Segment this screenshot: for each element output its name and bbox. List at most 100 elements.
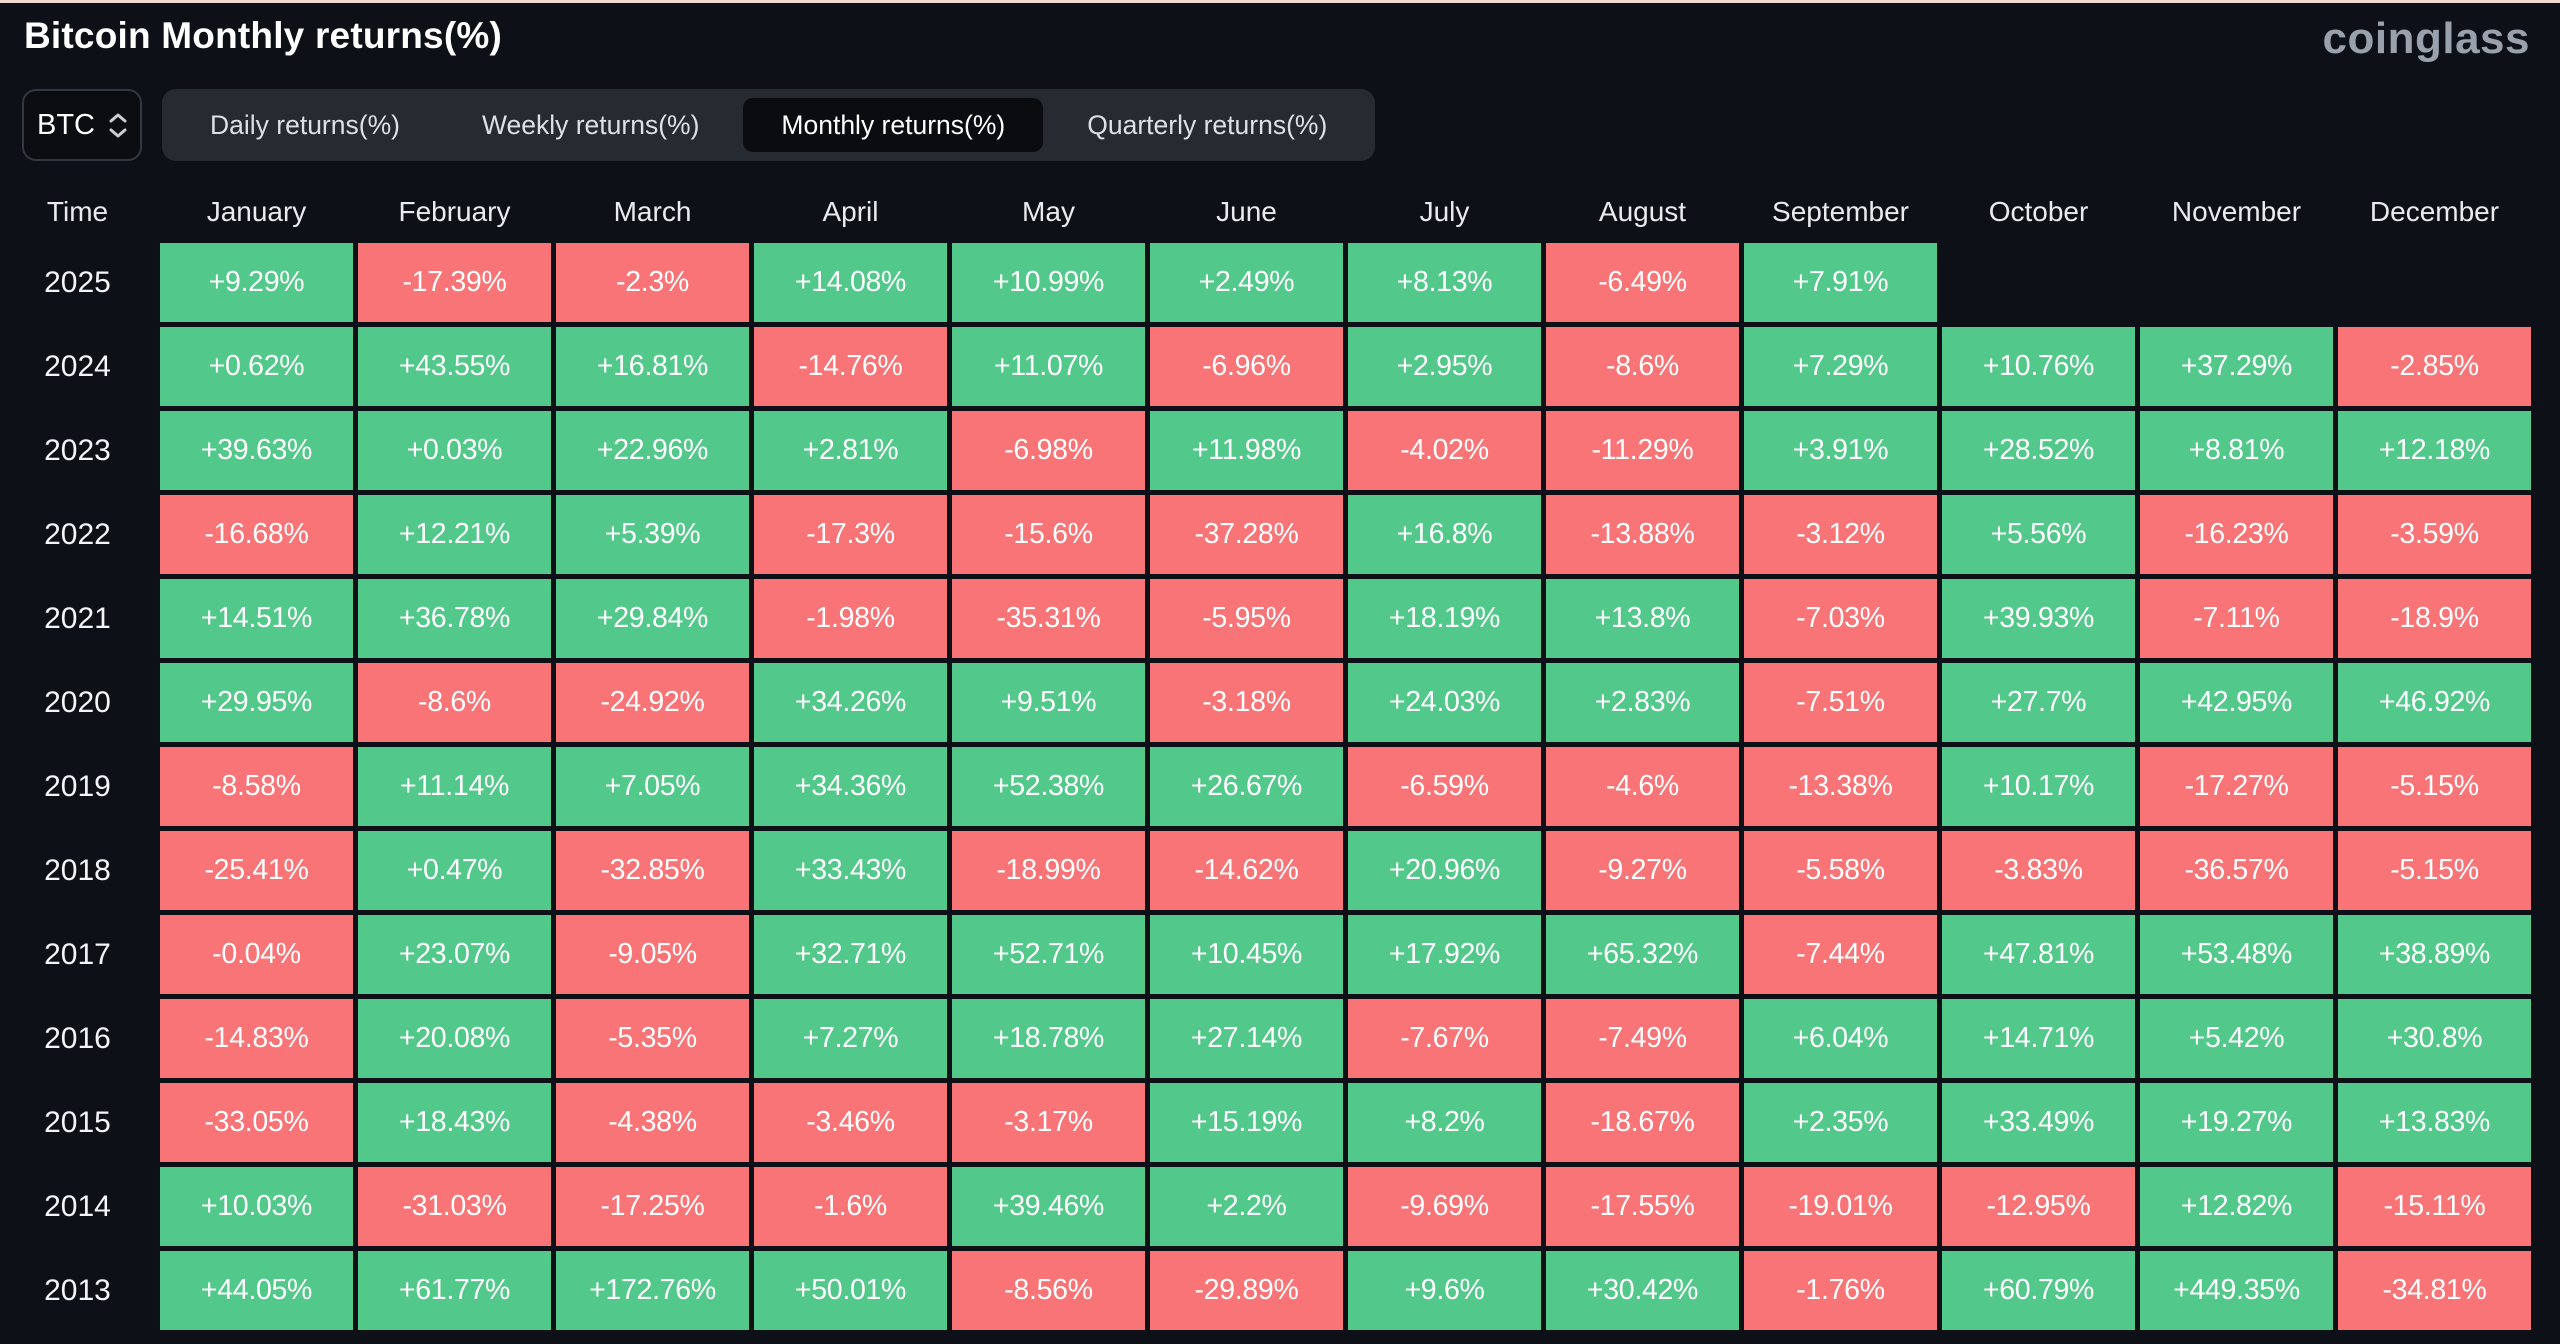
return-cell-2014-april: -1.6% (754, 1167, 947, 1246)
return-cell-2016-april: +7.27% (754, 999, 947, 1078)
column-header-march: March (613, 196, 692, 227)
return-cell-2024-november: +37.29% (2140, 327, 2333, 406)
return-cell-2020-june: -3.18% (1150, 663, 1343, 742)
return-cell-2022-august: -13.88% (1546, 495, 1739, 574)
return-cell-2016-january: -14.83% (160, 999, 353, 1078)
return-cell-2013-february: +61.77% (358, 1251, 551, 1330)
return-cell-2016-november: +5.42% (2140, 999, 2333, 1078)
return-cell-2014-august: -17.55% (1546, 1167, 1739, 1246)
return-cell-2016-june: +27.14% (1150, 999, 1343, 1078)
return-cell-2019-january: -8.58% (160, 747, 353, 826)
return-cell-2015-december: +13.83% (2338, 1083, 2531, 1162)
return-cell-2022-april: -17.3% (754, 495, 947, 574)
year-label-2020: 2020 (44, 685, 111, 719)
column-header-november: November (2171, 196, 2302, 227)
return-cell-2021-january: +14.51% (160, 579, 353, 658)
return-cell-2015-october: +33.49% (1942, 1083, 2135, 1162)
return-cell-2025-april: +14.08% (754, 243, 947, 322)
return-cell-2013-october: +60.79% (1942, 1251, 2135, 1330)
tab-daily-returns[interactable]: Daily returns(%) (210, 109, 400, 140)
return-cell-2013-march: +172.76% (556, 1251, 749, 1330)
return-cell-2013-november: +449.35% (2140, 1251, 2333, 1330)
coinglass-logo: coinglass (2322, 14, 2530, 63)
return-cell-2021-february: +36.78% (358, 579, 551, 658)
return-cell-2023-march: +22.96% (556, 411, 749, 490)
return-cell-2018-october: -3.83% (1942, 831, 2135, 910)
return-cell-2017-october: +47.81% (1942, 915, 2135, 994)
return-cell-2024-july: +2.95% (1348, 327, 1541, 406)
return-cell-2015-march: -4.38% (556, 1083, 749, 1162)
return-cell-2025-october (1942, 243, 2135, 322)
page-header: Bitcoin Monthly returns(%) coinglass (0, 3, 2560, 61)
column-header-time: Time (46, 196, 109, 227)
return-cell-2021-september: -7.03% (1744, 579, 1937, 658)
year-label-2024: 2024 (44, 349, 111, 383)
return-cell-2021-november: -7.11% (2140, 579, 2333, 658)
return-cell-2018-april: +33.43% (754, 831, 947, 910)
return-cell-2025-november (2140, 243, 2333, 322)
return-cell-2023-may: -6.98% (952, 411, 1145, 490)
return-cell-2019-november: -17.27% (2140, 747, 2333, 826)
return-cell-2020-may: +9.51% (952, 663, 1145, 742)
return-cell-2016-october: +14.71% (1942, 999, 2135, 1078)
tab-bar: Daily returns(%) Weekly returns(%) Monthly… (162, 89, 1376, 161)
year-label-2017: 2017 (44, 937, 111, 971)
return-cell-2019-december: -5.15% (2338, 747, 2531, 826)
return-cell-2015-september: +2.35% (1744, 1083, 1937, 1162)
return-cell-2014-january: +10.03% (160, 1167, 353, 1246)
return-cell-2018-august: -9.27% (1546, 831, 1739, 910)
column-header-july: July (1419, 196, 1470, 227)
return-cell-2018-march: -32.85% (556, 831, 749, 910)
return-cell-2021-july: +18.19% (1348, 579, 1541, 658)
year-label-2014: 2014 (44, 1189, 111, 1223)
return-cell-2015-april: -3.46% (754, 1083, 947, 1162)
symbol-select-button[interactable]: BTC (22, 89, 142, 161)
column-header-may: May (1022, 196, 1075, 227)
return-cell-2024-february: +43.55% (358, 327, 551, 406)
return-cell-2014-december: -15.11% (2338, 1167, 2531, 1246)
return-cell-2021-december: -18.9% (2338, 579, 2531, 658)
return-cell-2021-may: -35.31% (952, 579, 1145, 658)
column-header-february: February (398, 196, 511, 227)
return-cell-2020-april: +34.26% (754, 663, 947, 742)
return-cell-2025-december (2338, 243, 2531, 322)
return-cell-2013-april: +50.01% (754, 1251, 947, 1330)
return-cell-2021-march: +29.84% (556, 579, 749, 658)
return-cell-2014-july: -9.69% (1348, 1167, 1541, 1246)
return-cell-2020-september: -7.51% (1744, 663, 1937, 742)
updown-chevron-icon (109, 113, 127, 138)
year-label-2023: 2023 (44, 433, 111, 467)
return-cell-2017-february: +23.07% (358, 915, 551, 994)
return-cell-2020-january: +29.95% (160, 663, 353, 742)
return-cell-2022-february: +12.21% (358, 495, 551, 574)
return-cell-2014-october: -12.95% (1942, 1167, 2135, 1246)
return-cell-2024-march: +16.81% (556, 327, 749, 406)
tab-monthly-returns[interactable]: Monthly returns(%) (743, 98, 1044, 152)
return-cell-2016-december: +30.8% (2338, 999, 2531, 1078)
return-cell-2022-december: -3.59% (2338, 495, 2531, 574)
return-cell-2018-november: -36.57% (2140, 831, 2333, 910)
return-cell-2023-august: -11.29% (1546, 411, 1739, 490)
tab-weekly-returns[interactable]: Weekly returns(%) (481, 109, 700, 140)
return-cell-2016-august: -7.49% (1546, 999, 1739, 1078)
return-cell-2020-february: -8.6% (358, 663, 551, 742)
column-header-june: June (1216, 196, 1277, 227)
return-cell-2018-january: -25.41% (160, 831, 353, 910)
return-cell-2025-february: -17.39% (358, 243, 551, 322)
return-cell-2020-november: +42.95% (2140, 663, 2333, 742)
return-cell-2017-november: +53.48% (2140, 915, 2333, 994)
symbol-label: BTC (37, 108, 95, 141)
return-cell-2017-june: +10.45% (1150, 915, 1343, 994)
page-title: Bitcoin Monthly returns(%) (24, 15, 502, 56)
return-cell-2022-may: -15.6% (952, 495, 1145, 574)
tab-quarterly-returns[interactable]: Quarterly returns(%) (1087, 109, 1328, 140)
column-header-september: September (1772, 196, 1909, 227)
return-cell-2015-may: -3.17% (952, 1083, 1145, 1162)
return-cell-2017-august: +65.32% (1546, 915, 1739, 994)
return-cell-2023-june: +11.98% (1150, 411, 1343, 490)
return-cell-2024-october: +10.76% (1942, 327, 2135, 406)
return-cell-2021-april: -1.98% (754, 579, 947, 658)
return-cell-2016-may: +18.78% (952, 999, 1145, 1078)
return-cell-2023-july: -4.02% (1348, 411, 1541, 490)
return-cell-2024-may: +11.07% (952, 327, 1145, 406)
